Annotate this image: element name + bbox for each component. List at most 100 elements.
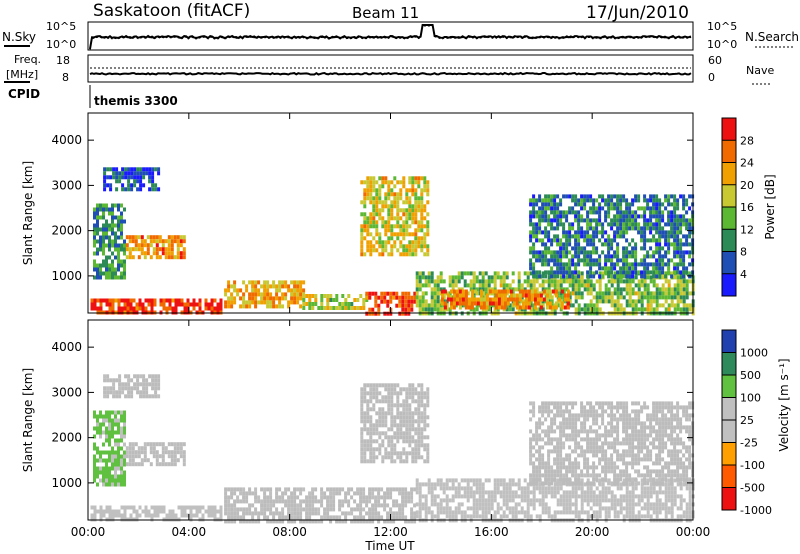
heatmap-cell bbox=[655, 283, 659, 288]
heatmap-cell bbox=[381, 423, 385, 428]
heatmap-cell bbox=[583, 194, 587, 199]
heatmap-cell bbox=[634, 307, 638, 312]
heatmap-cell bbox=[508, 307, 512, 312]
heatmap-cell bbox=[514, 514, 518, 519]
heatmap-cell bbox=[421, 502, 425, 507]
heatmap-cell bbox=[475, 486, 479, 491]
heatmap-cell bbox=[496, 482, 500, 487]
heatmap-cell bbox=[529, 258, 533, 263]
heatmap-cell bbox=[532, 502, 536, 507]
heatmap-cell bbox=[454, 478, 458, 483]
heatmap-cell bbox=[182, 450, 186, 455]
heatmap-cell bbox=[539, 305, 543, 310]
heatmap-cell bbox=[93, 474, 96, 479]
heatmap-cell bbox=[117, 410, 120, 415]
heatmap-cell bbox=[568, 490, 572, 495]
heatmap-cell bbox=[278, 300, 282, 305]
heatmap-cell bbox=[93, 513, 97, 518]
heatmap-cell bbox=[143, 458, 147, 463]
heatmap-cell bbox=[484, 279, 488, 284]
heatmap-cell bbox=[296, 292, 300, 297]
heatmap-cell bbox=[589, 258, 593, 263]
heatmap-cell bbox=[117, 235, 120, 240]
heatmap-cell bbox=[589, 270, 593, 275]
heatmap-cell bbox=[598, 258, 602, 263]
heatmap-cell bbox=[117, 458, 120, 463]
heatmap-cell bbox=[326, 302, 330, 306]
heatmap-cell bbox=[369, 435, 373, 440]
heatmap-cell bbox=[176, 247, 180, 252]
heatmap-cell bbox=[393, 232, 397, 237]
heatmap-cell bbox=[631, 222, 635, 227]
heatmap-cell bbox=[171, 298, 175, 303]
heatmap-cell bbox=[475, 510, 479, 515]
heatmap-cell bbox=[595, 299, 599, 304]
heatmap-cell bbox=[227, 284, 231, 289]
heatmap-cell bbox=[508, 494, 512, 499]
heatmap-cell bbox=[487, 275, 491, 280]
heatmap-cell bbox=[356, 503, 360, 508]
heatmap-cell bbox=[640, 291, 644, 296]
heatmap-cell bbox=[592, 206, 596, 211]
heatmap-cell bbox=[562, 246, 566, 251]
heatmap-cell bbox=[421, 482, 425, 487]
heatmap-cell bbox=[152, 450, 156, 455]
heatmap-cell bbox=[655, 242, 659, 247]
heatmap-cell bbox=[93, 478, 96, 483]
heatmap-cell bbox=[396, 196, 400, 201]
heatmap-cell bbox=[287, 499, 291, 504]
heatmap-cell bbox=[372, 212, 376, 217]
heatmap-cell bbox=[502, 490, 506, 495]
heatmap-cell bbox=[688, 506, 692, 511]
heatmap-cell bbox=[248, 487, 252, 492]
heatmap-cell bbox=[502, 271, 506, 276]
heatmap-cell bbox=[108, 434, 111, 439]
heatmap-cell bbox=[604, 238, 608, 243]
heatmap-cell bbox=[293, 511, 297, 516]
heatmap-cell bbox=[607, 299, 611, 304]
heatmap-cell bbox=[664, 506, 668, 511]
heatmap-cell bbox=[502, 514, 506, 519]
heatmap-cell bbox=[646, 222, 650, 227]
heatmap-cell bbox=[375, 180, 379, 185]
heatmap-cell bbox=[601, 486, 605, 491]
heatmap-cell bbox=[378, 236, 382, 241]
heatmap-cell bbox=[158, 462, 162, 467]
heatmap-cell bbox=[128, 239, 132, 244]
heatmap-cell bbox=[550, 481, 554, 486]
heatmap-cell bbox=[529, 461, 533, 466]
heatmap-cell bbox=[402, 447, 406, 452]
heatmap-cell bbox=[472, 271, 476, 276]
heatmap-cell bbox=[302, 294, 306, 298]
beam-title: Beam 11 bbox=[352, 4, 419, 22]
heatmap-cell bbox=[144, 505, 148, 510]
heatmap-cell bbox=[538, 461, 542, 466]
heatmap-cell bbox=[568, 258, 572, 263]
heatmap-cell bbox=[405, 192, 409, 197]
heatmap-cell bbox=[493, 279, 497, 284]
heatmap-cell bbox=[263, 296, 267, 301]
heatmap-cell bbox=[535, 234, 539, 239]
heatmap-cell bbox=[224, 499, 228, 504]
heatmap-cell bbox=[482, 297, 486, 302]
heatmap-cell bbox=[366, 248, 370, 253]
heatmap-cell bbox=[637, 226, 641, 231]
heatmap-cell bbox=[631, 238, 635, 243]
heatmap-cell bbox=[595, 498, 599, 503]
heatmap-cell bbox=[499, 283, 503, 288]
heatmap-cell bbox=[372, 391, 376, 396]
heatmap-cell bbox=[544, 481, 548, 486]
heatmap-cell bbox=[341, 306, 345, 310]
heatmap-cell bbox=[556, 194, 560, 199]
heatmap-cell bbox=[173, 458, 177, 463]
heatmap-cell bbox=[688, 486, 692, 491]
heatmap-cell bbox=[410, 295, 414, 300]
heatmap-cell bbox=[411, 451, 415, 456]
heatmap-cell bbox=[103, 175, 107, 180]
heatmap-cell bbox=[550, 477, 554, 482]
heatmap-cell bbox=[127, 183, 131, 188]
heatmap-cell bbox=[518, 297, 522, 302]
heatmap-cell bbox=[562, 494, 566, 499]
heatmap-cell bbox=[658, 230, 662, 235]
heatmap-cell bbox=[667, 218, 671, 223]
